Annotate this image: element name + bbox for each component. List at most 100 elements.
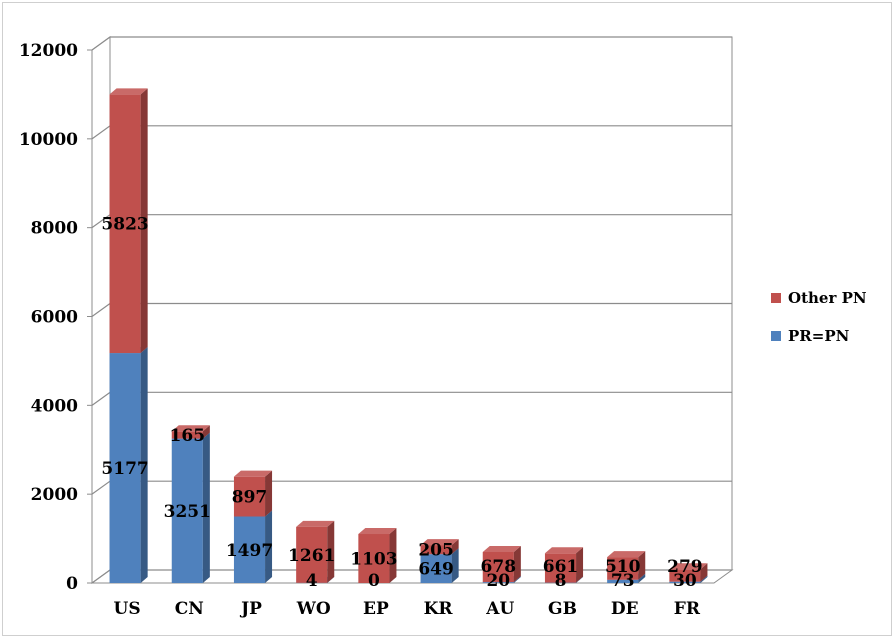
bar-prpn-front	[482, 582, 514, 583]
bar-otherpn-front	[669, 569, 701, 582]
bar-prpn-front	[233, 516, 266, 583]
x-tick-label: JP	[239, 599, 262, 619]
bar-prpn-front	[109, 353, 141, 583]
y-tick-label: 2000	[31, 485, 78, 505]
x-tick-label: FR	[674, 599, 701, 619]
bar-otherpn-top	[669, 563, 708, 570]
data-label-otherpn: 165	[170, 426, 206, 446]
y-tick-label: 10000	[19, 130, 78, 150]
bars	[109, 88, 708, 583]
legend-label: PR=PN	[788, 327, 850, 345]
bar-prpn-front	[669, 581, 701, 583]
bar-otherpn	[669, 563, 708, 582]
data-label-otherpn: 661	[543, 557, 579, 577]
bar-prpn-front	[171, 438, 203, 583]
bar-otherpn	[296, 520, 335, 583]
bar-otherpn	[544, 547, 584, 583]
bar-otherpn	[482, 545, 521, 583]
bar-otherpn-front	[482, 551, 514, 583]
bar-otherpn	[607, 551, 646, 580]
bar-otherpn-top	[109, 88, 148, 95]
bar-prpn-side	[202, 432, 210, 583]
data-label-prpn: 8	[555, 571, 567, 591]
x-tick-label: WO	[296, 599, 331, 619]
data-label-prpn: 3251	[164, 502, 211, 522]
bar-otherpn-front	[544, 553, 577, 583]
bar-prpn-front	[420, 554, 452, 583]
bar-prpn-side	[451, 548, 459, 583]
data-label-prpn: 649	[418, 560, 454, 580]
data-label-otherpn: 510	[605, 557, 641, 577]
y-axis-ticks: 0 2000 4000 6000 8000 10000 12000	[19, 41, 714, 594]
bar-otherpn	[109, 88, 148, 354]
x-tick-label: GB	[548, 599, 577, 619]
bar-otherpn	[233, 470, 273, 517]
x-tick-label: DE	[611, 599, 639, 619]
bar-otherpn-front	[420, 545, 452, 555]
y-tick-label: 4000	[31, 396, 78, 416]
data-label-prpn: 73	[611, 571, 635, 591]
data-label-prpn: 5177	[101, 459, 148, 479]
y-tick-label: 0	[66, 574, 78, 594]
bar-prpn-side	[576, 576, 584, 583]
x-tick-label: CN	[175, 599, 204, 619]
data-label-prpn: 4	[306, 571, 318, 591]
bar-otherpn	[420, 539, 459, 555]
x-tick-label: AU	[485, 599, 514, 619]
y-tick-label: 6000	[31, 308, 78, 328]
bar-otherpn-side	[327, 520, 335, 583]
bar-otherpn	[171, 425, 210, 439]
bar-prpn-side	[638, 573, 646, 583]
bar-otherpn-top	[544, 547, 584, 554]
bar-otherpn-side	[576, 547, 584, 583]
bar-otherpn-top	[296, 520, 335, 527]
bar-otherpn-side	[638, 551, 646, 580]
x-tick-label: US	[114, 599, 141, 619]
bar-otherpn-side	[389, 528, 397, 583]
data-label-otherpn: 1103	[350, 550, 397, 570]
legend-swatch	[771, 331, 781, 341]
data-label-otherpn: 205	[418, 541, 454, 561]
bar-otherpn-top	[171, 425, 210, 432]
bar-otherpn-top	[420, 539, 459, 546]
legend-label: Other PN	[788, 289, 867, 307]
data-label-otherpn: 279	[667, 557, 703, 577]
data-label-prpn: 30	[673, 571, 697, 591]
x-tick-label: EP	[363, 599, 389, 619]
gridline	[91, 36, 732, 51]
bar-otherpn-side	[140, 88, 148, 354]
bar-prpn	[109, 347, 148, 583]
data-label-prpn: 0	[368, 571, 380, 591]
bar-otherpn-side	[451, 539, 459, 555]
data-label-prpn: 1497	[226, 541, 273, 561]
legend-swatch	[771, 293, 781, 303]
bar-otherpn-side	[265, 470, 273, 517]
x-axis-ticks: US CN JP WO EP KR AU GB DE FR	[114, 599, 701, 619]
bar-prpn-side	[513, 576, 521, 583]
bar-otherpn-front	[171, 431, 203, 439]
bar-prpn-side	[700, 575, 708, 583]
bar-otherpn-top	[358, 528, 397, 535]
data-label-otherpn: 897	[232, 488, 268, 508]
data-label-prpn: 20	[486, 571, 510, 591]
x-tick-label: KR	[424, 599, 454, 619]
bar-prpn-side	[265, 510, 273, 583]
bar-otherpn-front	[607, 557, 639, 580]
bar-otherpn-top	[607, 551, 646, 558]
bar-otherpn-front	[233, 476, 266, 517]
data-label-otherpn: 678	[481, 557, 517, 577]
bar-otherpn-top	[233, 470, 273, 477]
bar-prpn-side	[140, 347, 148, 583]
bar-otherpn-side	[202, 425, 210, 439]
legend: Other PN PR=PN	[771, 289, 867, 345]
bar-prpn-front	[607, 579, 639, 583]
bar-otherpn-front	[358, 534, 390, 583]
y-tick-label: 8000	[31, 219, 78, 239]
data-label-otherpn: 1261	[288, 546, 335, 566]
bar-otherpn-front	[296, 526, 328, 583]
y-tick-label: 12000	[19, 41, 78, 61]
bar-otherpn	[358, 528, 397, 583]
